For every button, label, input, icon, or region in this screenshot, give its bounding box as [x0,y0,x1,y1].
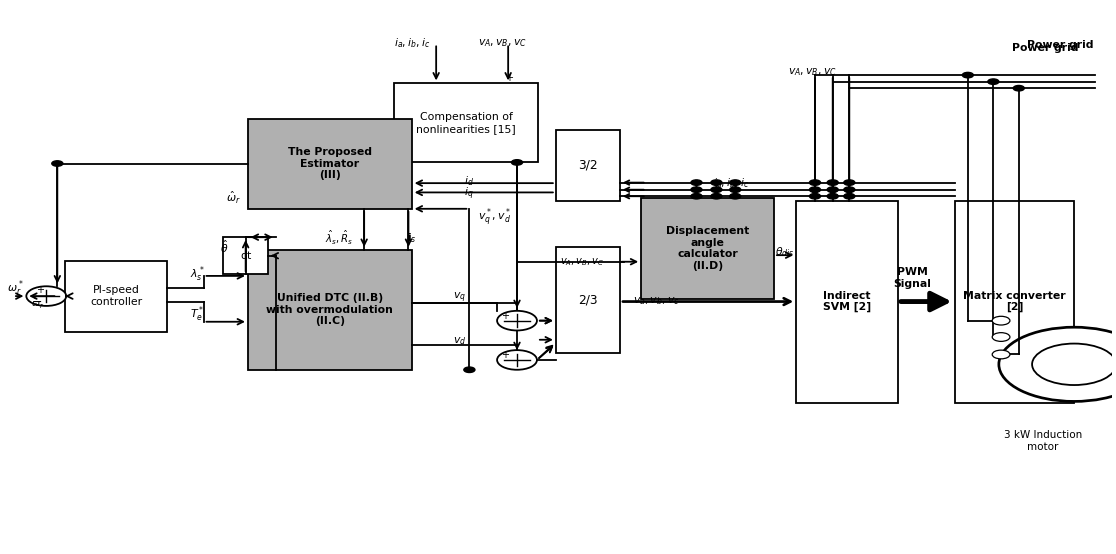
Text: $\omega_r^*$: $\omega_r^*$ [8,278,25,297]
Text: dt: dt [240,251,251,261]
Text: Displacement
angle
calculator
(II.D): Displacement angle calculator (II.D) [666,226,749,271]
Circle shape [844,180,855,186]
Circle shape [730,180,741,186]
Text: $i_d$: $i_d$ [464,175,474,188]
Circle shape [844,193,855,199]
Circle shape [992,332,1010,341]
Circle shape [511,160,522,165]
Text: $i_a, i_b, i_c$: $i_a, i_b, i_c$ [713,176,750,190]
Text: +: + [501,311,510,321]
Text: $\hat{\omega}_r$: $\hat{\omega}_r$ [225,190,240,206]
Circle shape [497,350,537,370]
Circle shape [962,73,973,78]
Circle shape [1013,85,1024,91]
Text: $\lambda_s^*$: $\lambda_s^*$ [190,264,205,284]
Text: 3 kW Induction
motor: 3 kW Induction motor [1004,430,1083,452]
Text: PI-speed
controller: PI-speed controller [90,285,142,307]
Text: Unified DTC (II.B)
with overmodulation
(II.C): Unified DTC (II.B) with overmodulation (… [267,293,393,326]
FancyBboxPatch shape [248,250,412,370]
Text: $\hat{\theta}$: $\hat{\theta}$ [220,239,229,255]
Text: $v_A, v_B, v_C$: $v_A, v_B, v_C$ [479,38,527,49]
Circle shape [827,193,838,199]
Text: $v_q^*, v_d^*$: $v_q^*, v_d^*$ [479,207,512,229]
FancyBboxPatch shape [223,237,268,274]
Text: $\hat{\omega}_r$: $\hat{\omega}_r$ [31,297,44,311]
Text: PWM
Signal: PWM Signal [894,267,932,289]
Text: The Proposed
Estimator
(III): The Proposed Estimator (III) [288,147,372,181]
Text: +: + [501,350,510,360]
Text: $T_e^*$: $T_e^*$ [190,304,204,324]
Circle shape [691,180,702,186]
FancyBboxPatch shape [641,198,775,299]
Text: $\mathbf{i}_s$: $\mathbf{i}_s$ [407,231,417,245]
Text: $-$: $-$ [31,295,42,308]
Circle shape [827,180,838,186]
FancyBboxPatch shape [65,260,167,331]
Text: +: + [37,285,45,295]
Text: Compensation of
nonlinearities [15]: Compensation of nonlinearities [15] [416,112,516,134]
Circle shape [691,187,702,192]
Circle shape [497,311,537,331]
Circle shape [809,180,820,186]
Text: $i_q$: $i_q$ [464,186,473,202]
Text: 2/3: 2/3 [578,294,598,307]
Circle shape [827,187,838,192]
Circle shape [27,286,66,306]
Circle shape [809,187,820,192]
Text: $v_d$: $v_d$ [453,336,466,347]
FancyBboxPatch shape [556,247,620,353]
Circle shape [999,327,1116,402]
Circle shape [992,316,1010,325]
FancyBboxPatch shape [248,119,412,209]
Circle shape [691,193,702,199]
Circle shape [730,187,741,192]
FancyBboxPatch shape [556,130,620,201]
FancyBboxPatch shape [954,201,1075,403]
Text: $v_A, v_B, v_C$: $v_A, v_B, v_C$ [788,66,837,78]
Circle shape [51,161,62,166]
Text: $i_a, i_b, i_c$: $i_a, i_b, i_c$ [394,37,431,50]
Text: Power grid: Power grid [1012,43,1079,53]
Circle shape [730,193,741,199]
Text: $v_a, v_b, v_c$: $v_a, v_b, v_c$ [633,296,680,307]
Text: 3/2: 3/2 [578,158,598,172]
Circle shape [711,193,722,199]
FancyBboxPatch shape [796,201,898,403]
Circle shape [992,350,1010,359]
Text: Matrix converter
[2]: Matrix converter [2] [963,291,1066,312]
Text: $v_q$: $v_q$ [453,290,465,305]
Text: $\hat{\lambda}_s, \hat{R}_s$: $\hat{\lambda}_s, \hat{R}_s$ [326,229,354,247]
Text: Indirect
SVM [2]: Indirect SVM [2] [822,291,872,312]
Text: Power grid: Power grid [1027,40,1093,50]
Text: $\theta_{dis}$: $\theta_{dis}$ [776,245,795,259]
Circle shape [1032,343,1116,385]
Text: $v_A, v_B, v_C$: $v_A, v_B, v_C$ [560,256,604,268]
Circle shape [711,180,722,186]
Text: +: + [504,73,513,83]
FancyBboxPatch shape [394,83,538,162]
Circle shape [809,193,820,199]
Circle shape [844,187,855,192]
Circle shape [988,79,999,84]
Circle shape [464,367,475,372]
Circle shape [711,187,722,192]
